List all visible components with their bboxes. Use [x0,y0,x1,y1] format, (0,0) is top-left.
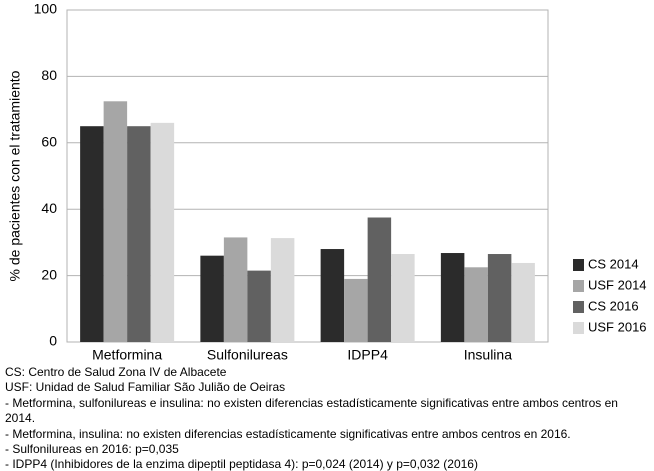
bar [80,126,104,342]
note: USF: Unidad de Salud Familiar São Julião… [5,380,286,395]
note: CS: Centro de Salud Zona IV de Albacete [5,365,227,379]
note: - Sulfonilureas en 2016: p=0,035 [5,442,179,457]
bar [247,270,271,342]
bar [464,267,488,342]
x-tick-label: IDPP4 [347,347,388,363]
bar [440,253,465,342]
y-tick-label: 100 [34,1,58,17]
bar [150,122,175,342]
legend-swatch [573,322,584,334]
y-tick-label: 40 [41,200,57,216]
bar [511,262,535,342]
bar [127,126,151,342]
legend-label: USF 2014 [588,277,647,292]
bar [200,255,224,342]
bar [391,254,415,342]
legend-swatch [573,301,584,313]
bar [223,237,248,342]
legend-swatch [573,259,584,271]
note: - Metformina, sulfonilureas e insulina: … [5,395,618,426]
bar [487,254,512,342]
y-tick-label: 20 [41,266,57,282]
legend-label: CS 2016 [588,298,639,313]
bar [320,249,345,342]
note: - IDPP4 (Inhibidores de la enzima dipept… [5,457,478,471]
x-tick-label: Sulfonilureas [207,347,288,363]
note: - Metformina, insulina: no existen difer… [5,426,571,441]
y-tick-label: 80 [41,67,57,83]
legend-swatch [573,280,584,292]
y-tick-label: 0 [49,333,57,349]
bar [103,101,128,342]
legend-label: CS 2014 [588,256,639,271]
bar [367,217,392,342]
y-axis-label: % de pacientes con el tratamiento [7,70,23,281]
legend-label: USF 2016 [588,319,647,334]
x-tick-label: Insulina [464,347,512,363]
y-tick-label: 60 [41,134,57,150]
notes: CS: Centro de Salud Zona IV de Albacete U… [5,365,645,471]
bar [344,278,368,342]
x-tick-label: Metformina [92,347,162,363]
chart: % de pacientes con el tratamiento 0 20 40 6… [7,1,647,363]
bar [270,238,295,342]
